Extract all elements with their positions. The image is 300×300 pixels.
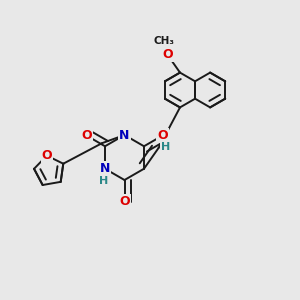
Text: N: N [100,162,110,175]
Text: O: O [158,129,168,142]
Text: H: H [160,142,170,152]
Text: O: O [119,195,130,208]
Text: O: O [162,48,173,62]
Text: N: N [119,128,130,142]
Text: O: O [81,129,92,142]
Text: O: O [41,149,52,162]
Text: CH₃: CH₃ [153,36,174,46]
Text: H: H [99,176,108,186]
